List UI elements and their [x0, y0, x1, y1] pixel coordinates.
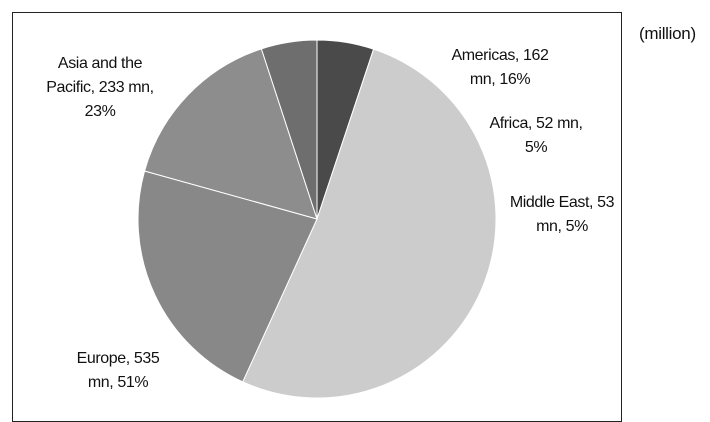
slice-label-middle-east: Middle East, 53 mn, 5% — [510, 194, 615, 235]
pie-slice-asia-and-the-pacific — [137, 170, 318, 383]
slice-label-asia-and-the-pacific: Asia and the Pacific, 233 mn, 23% — [46, 55, 153, 120]
slice-label-europe: Europe, 535 mn, 51% — [77, 350, 160, 391]
slice-label-africa: Africa, 52 mn, 5% — [489, 115, 582, 156]
pie-slices — [137, 39, 497, 399]
pie-slice-europe — [242, 48, 497, 399]
unit-label: (million) — [639, 24, 696, 43]
slice-label-americas: Americas, 162 mn, 16% — [451, 47, 549, 88]
pie-labels: Middle East, 53 mn, 5% Europe, 535 mn, 51% A… — [46, 47, 615, 391]
pie-slice-americas — [143, 48, 318, 220]
pie-slice-africa — [260, 39, 318, 220]
